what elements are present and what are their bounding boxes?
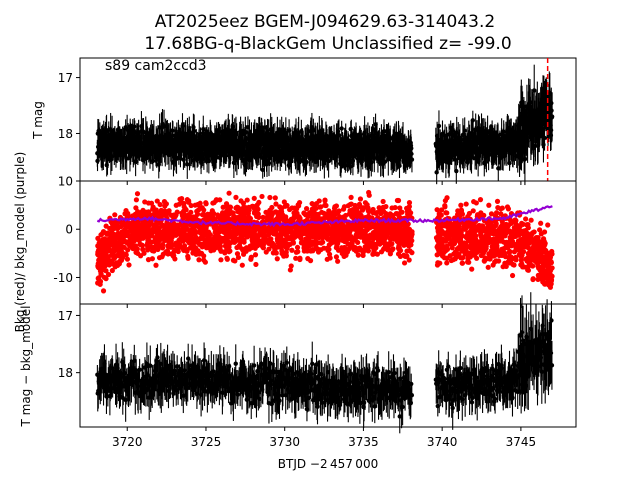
bkg-point: [133, 197, 139, 203]
bkg-point: [134, 246, 140, 252]
y-tick-label: 0: [65, 223, 73, 237]
data-point: [409, 157, 415, 162]
bkg-point: [112, 212, 118, 218]
bkg-point: [272, 195, 278, 201]
y-tick-label: 18: [58, 127, 73, 141]
bkg-point: [159, 245, 166, 251]
data-point: [133, 159, 138, 164]
y-tick-label: 10: [58, 175, 73, 189]
bkg-point: [201, 257, 207, 263]
bkg-point: [301, 210, 307, 216]
data-point: [454, 168, 459, 174]
data-point: [470, 118, 476, 123]
top-panel-annotation: s89 cam2ccd3: [105, 58, 207, 74]
bkg-point: [357, 196, 364, 202]
bkg-point: [370, 210, 376, 216]
bkg-point: [290, 240, 296, 246]
data-point: [150, 158, 156, 164]
data-point: [191, 128, 197, 134]
bkg-point: [232, 258, 238, 264]
bkg-point: [348, 194, 354, 200]
bkg-point: [289, 247, 295, 253]
data-point: [462, 128, 467, 133]
bkg-point: [233, 194, 239, 200]
bkg-point: [134, 191, 141, 197]
data-point: [382, 159, 388, 164]
bkg-point: [333, 254, 340, 260]
bkg-point: [148, 200, 155, 206]
bkg-point: [251, 195, 257, 201]
bkg-point: [307, 258, 314, 264]
data-point: [124, 156, 129, 161]
bkg-point: [252, 252, 259, 258]
top-panel-ylabel: T mag: [31, 101, 45, 140]
bkg-point: [181, 247, 187, 253]
bkg-point: [380, 198, 386, 205]
bkg-point: [319, 209, 325, 215]
bkg-point: [126, 262, 132, 268]
data-point: [304, 159, 309, 165]
data-point: [260, 167, 265, 173]
bkg-point: [401, 260, 408, 266]
bkg-point: [226, 190, 232, 196]
bkg-point: [239, 262, 245, 268]
bkg-point: [186, 199, 192, 205]
bkg-point: [387, 251, 393, 257]
bkg-point: [287, 267, 293, 273]
chart-title-line2: 17.68BG-q-BlackGem Unclassified z= -99.0: [144, 34, 511, 54]
data-point: [185, 162, 190, 167]
bkg-point: [99, 230, 106, 237]
bkg-point: [159, 254, 165, 260]
bkg-point: [196, 257, 202, 263]
y-tick-label: 17: [58, 71, 73, 85]
data-point: [549, 114, 555, 119]
y-tick-label: -10: [53, 271, 73, 285]
bkg-point: [293, 255, 299, 261]
bkg-point: [103, 276, 109, 282]
data-point: [339, 126, 344, 131]
chart-title-line1: AT2025eez BGEM-J094629.63-314043.2: [155, 12, 495, 32]
bkg-point: [394, 238, 400, 244]
data-point: [542, 135, 547, 141]
bkg-point: [363, 246, 370, 252]
bkg-point: [197, 225, 203, 231]
bkg-point: [253, 261, 259, 268]
bkg-point: [340, 206, 347, 212]
bkg-point: [192, 223, 198, 230]
data-point: [436, 123, 442, 129]
bkg-point: [181, 243, 188, 249]
bkg-point: [235, 208, 241, 215]
bkg-point: [218, 257, 224, 263]
data-point: [496, 166, 501, 171]
data-point: [266, 161, 272, 166]
bkg-point: [396, 212, 402, 219]
bkg-point: [278, 225, 284, 231]
bkg-point: [279, 248, 285, 254]
data-point: [95, 158, 100, 164]
bkg-point: [274, 256, 280, 262]
data-point: [326, 158, 331, 164]
top-panel: 17 18 s89 cam2ccd3 T mag: [31, 57, 577, 186]
